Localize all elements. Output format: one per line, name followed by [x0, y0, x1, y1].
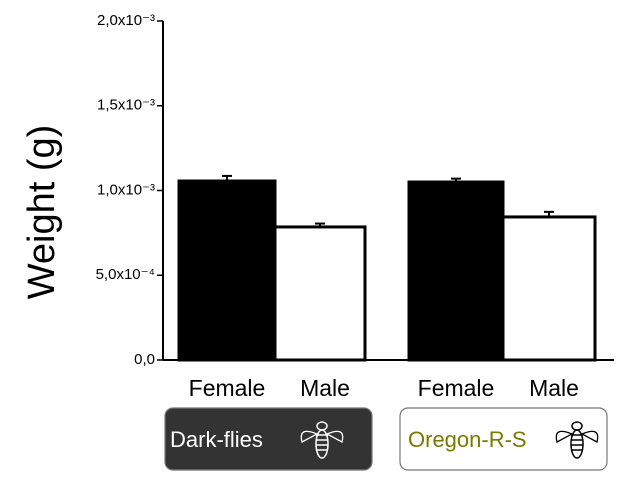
y-tick-label: 1,5x10⁻³: [97, 97, 155, 114]
fly-icon: [315, 429, 329, 459]
y-tick-label: 2,0x10⁻³: [97, 12, 155, 29]
bar: [273, 225, 367, 362]
y-tick-label: 1,0x10⁻³: [97, 181, 155, 198]
group-box: [399, 407, 608, 471]
y-tick-label: 0,0: [134, 351, 155, 368]
group-box: [164, 407, 373, 471]
x-tick-label: Female: [418, 375, 495, 401]
group-label: Oregon-R-S: [399, 407, 608, 471]
bar: [177, 179, 277, 362]
x-tick-label: Male: [300, 375, 350, 401]
y-tick-label: 5,0x10⁻⁴: [96, 266, 155, 283]
fly-icon: [570, 429, 584, 459]
fly-icon: [555, 430, 599, 443]
group-label-text: Dark-flies: [170, 427, 263, 452]
y-axis-label: Weight (g): [21, 125, 63, 300]
bar: [407, 180, 505, 362]
group-label-text: Oregon-R-S: [408, 427, 527, 452]
x-tick-label: Male: [529, 375, 579, 401]
x-tick-label: Female: [189, 375, 266, 401]
bar: [501, 215, 597, 362]
fly-icon: [300, 430, 344, 443]
group-label: Dark-flies: [164, 407, 373, 471]
